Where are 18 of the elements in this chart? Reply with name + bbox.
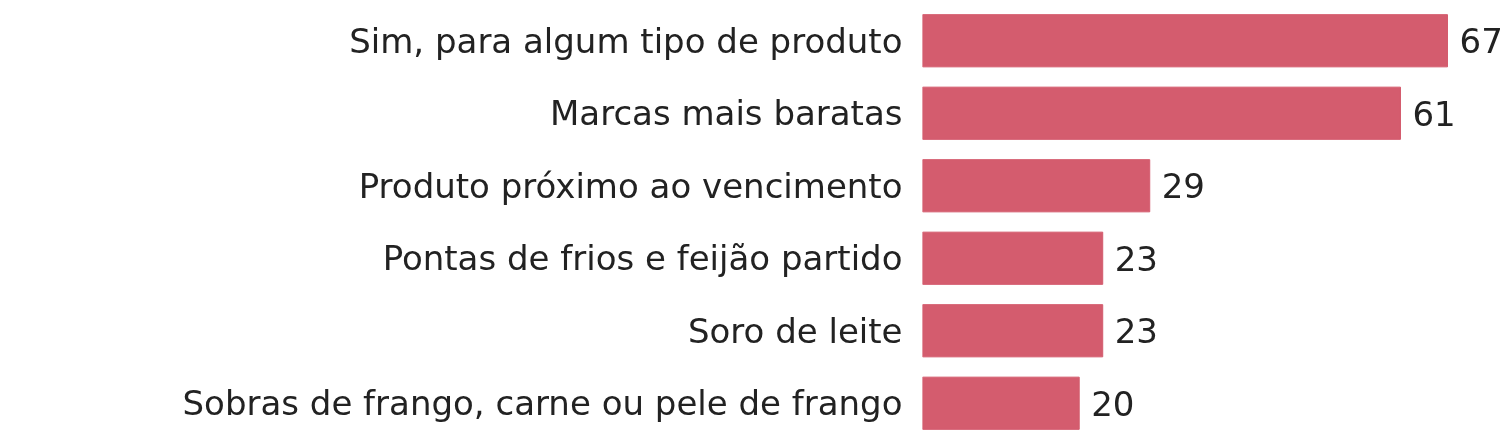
bar xyxy=(922,376,1080,430)
y-tick-label: Pontas de frios e feijão partido xyxy=(382,238,903,279)
bar xyxy=(922,159,1151,213)
y-tick-label: Soro de leite xyxy=(687,310,903,351)
y-tick-label: Marcas mais baratas xyxy=(550,93,903,134)
data-label: 29 xyxy=(1161,166,1205,207)
bar xyxy=(922,304,1104,358)
data-label: 23 xyxy=(1114,238,1158,279)
data-label: 61 xyxy=(1412,93,1456,134)
data-label: 20 xyxy=(1091,383,1135,424)
y-tick-label: Sim, para algum tipo de produto xyxy=(349,20,903,61)
data-label: 23 xyxy=(1114,311,1158,352)
y-tick-label: Produto próximo ao vencimento xyxy=(358,165,903,206)
bar xyxy=(922,86,1401,140)
bar xyxy=(922,14,1448,68)
bar xyxy=(922,231,1104,285)
data-label: 67 xyxy=(1459,21,1503,62)
y-tick-label: Sobras de frango, carne ou pele de frango xyxy=(182,383,903,424)
